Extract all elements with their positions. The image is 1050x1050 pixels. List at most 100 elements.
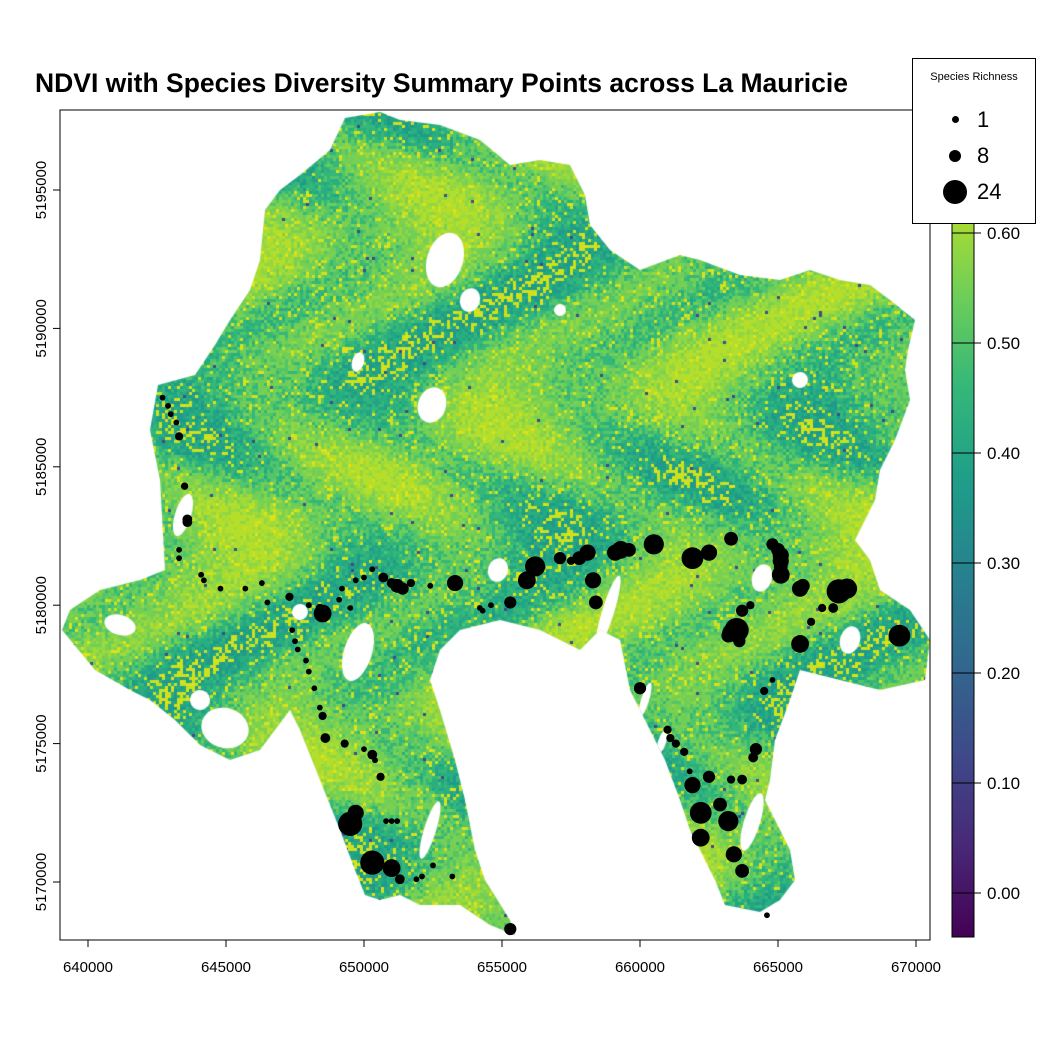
- species-point: [201, 577, 207, 584]
- species-point: [305, 602, 312, 609]
- species-point: [760, 686, 769, 696]
- species-point: [584, 572, 602, 589]
- species-point: [173, 419, 180, 426]
- colorbar-tick-label: 0.30: [987, 554, 1020, 573]
- species-point: [305, 668, 312, 675]
- species-point: [198, 571, 205, 578]
- species-point: [413, 876, 420, 883]
- map-title: NDVI with Species Diversity Summary Poin…: [35, 68, 848, 98]
- species-point: [383, 818, 389, 825]
- species-point: [622, 542, 636, 557]
- x-tick-label: 670000: [891, 959, 941, 976]
- species-point: [340, 739, 349, 748]
- species-point: [369, 566, 376, 573]
- species-point: [217, 585, 224, 592]
- species-point: [242, 585, 249, 592]
- colorbar-ramp: [951, 111, 975, 938]
- species-point: [382, 859, 401, 878]
- y-tick-label: 5195000: [33, 161, 50, 219]
- species-point: [289, 627, 296, 634]
- species-point: [633, 682, 647, 695]
- species-point: [479, 607, 486, 614]
- species-point: [182, 517, 193, 528]
- species-point: [174, 432, 184, 441]
- species-point: [394, 818, 401, 825]
- plot-frame: [59, 109, 931, 941]
- species-point: [372, 757, 378, 764]
- species-point: [419, 873, 425, 880]
- x-tick-label: 660000: [615, 959, 665, 976]
- species-point: [771, 565, 790, 584]
- species-point: [311, 685, 318, 692]
- colorbar-tick-label: 0.10: [987, 774, 1020, 793]
- species-point: [888, 624, 911, 647]
- points-layer: [159, 394, 911, 936]
- species-point: [360, 850, 385, 875]
- y-tick-label: 5170000: [33, 853, 50, 911]
- species-point: [684, 777, 701, 794]
- legend-dot-small: [952, 116, 959, 123]
- x-axis: 640000 645000 650000 655000 660000 665000 6700…: [63, 940, 941, 976]
- species-point: [180, 482, 189, 490]
- species-point: [176, 555, 182, 562]
- species-point: [504, 596, 517, 609]
- species-point: [700, 544, 718, 561]
- species-point: [553, 552, 567, 565]
- species-point: [691, 828, 710, 847]
- species-point: [769, 677, 776, 683]
- species-point: [726, 775, 736, 784]
- species-point: [681, 547, 704, 570]
- species-point: [303, 657, 309, 664]
- species-point: [292, 638, 298, 645]
- y-tick-label: 5185000: [33, 438, 50, 496]
- species-point: [388, 818, 395, 825]
- species-point: [347, 605, 354, 611]
- legend-label: 1: [977, 107, 990, 132]
- y-tick-label: 5180000: [33, 576, 50, 634]
- species-point: [406, 578, 416, 588]
- species-point: [504, 922, 517, 936]
- size-legend: Species Richness 1 8 24: [912, 58, 1036, 224]
- species-point: [702, 770, 716, 783]
- x-tick-label: 665000: [753, 959, 803, 976]
- legend-title: Species Richness: [930, 71, 1018, 83]
- y-axis: 5170000 5175000 5180000 5185000 5190000 51950…: [33, 161, 60, 911]
- species-point: [666, 733, 675, 743]
- species-point: [724, 531, 738, 546]
- species-point: [689, 801, 712, 824]
- colorbar-tick-label: 0.60: [987, 224, 1020, 243]
- species-point: [721, 628, 736, 643]
- species-point: [525, 556, 546, 577]
- species-point: [643, 534, 664, 555]
- species-point: [746, 601, 755, 610]
- x-tick-label: 655000: [477, 959, 527, 976]
- species-point: [446, 574, 464, 592]
- species-point: [737, 774, 748, 785]
- species-point: [258, 580, 265, 586]
- species-point: [736, 604, 749, 617]
- species-point: [361, 574, 367, 581]
- species-point: [352, 577, 359, 584]
- species-point: [264, 599, 271, 606]
- species-point: [836, 578, 858, 599]
- species-point: [167, 411, 174, 418]
- species-point: [285, 592, 294, 601]
- species-point: [517, 571, 536, 590]
- colorbar-tick-label: 0.00: [987, 884, 1020, 903]
- colorbar-tick-label: 0.50: [987, 334, 1020, 353]
- species-point: [339, 585, 345, 592]
- y-tick-label: 5190000: [33, 299, 50, 357]
- species-point: [791, 643, 798, 650]
- species-point: [165, 403, 171, 409]
- x-tick-label: 650000: [339, 959, 389, 976]
- species-point: [159, 394, 166, 401]
- legend-item-1: 1: [913, 105, 1035, 135]
- legend-item-2: 8: [913, 141, 1035, 171]
- species-point: [338, 811, 363, 836]
- species-point: [807, 617, 816, 626]
- species-point: [749, 743, 763, 756]
- species-point: [394, 874, 405, 885]
- species-point: [588, 595, 603, 610]
